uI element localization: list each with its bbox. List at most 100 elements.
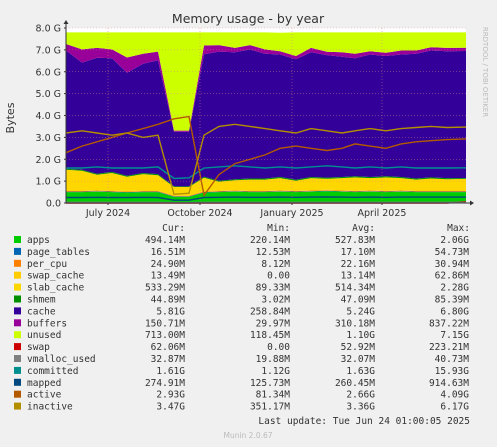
x-tick-label: July 2024: [85, 208, 130, 219]
legend-swatch: [14, 236, 21, 243]
y-tick-label: 3.0 G: [36, 133, 62, 144]
legend-swatch: [14, 319, 21, 326]
legend-max-value: 15.93G: [435, 366, 470, 377]
legend-min-value: 89.33M: [256, 283, 291, 294]
legend-cur-value: 13.49M: [151, 271, 186, 282]
legend-avg-value: 32.07M: [341, 354, 376, 365]
legend-avg-value: 52.92M: [341, 342, 376, 353]
legend-cur-value: 150.71M: [145, 318, 185, 329]
stacked-areas: [66, 32, 466, 203]
legend-avg-value: 260.45M: [335, 378, 375, 389]
legend-name: buffers: [27, 318, 67, 329]
legend-min-value: 12.53M: [256, 247, 291, 258]
y-tick-label: 0.0: [46, 199, 61, 210]
legend-swatch: [14, 248, 21, 255]
legend-cur-value: 274.91M: [145, 378, 185, 389]
legend-avg-value: 1.10G: [346, 330, 375, 341]
legend-cur-value: 62.06M: [151, 342, 186, 353]
legend-max-value: 40.73M: [435, 354, 470, 365]
last-update: Last update: Tue Jun 24 01:00:05 2025: [258, 416, 470, 427]
legend-avg-value: 47.09M: [341, 295, 376, 306]
legend-min-value: 81.34M: [256, 390, 291, 401]
legend-max-value: 2.28G: [440, 283, 469, 294]
y-tick-label: 8.0 G: [36, 24, 62, 35]
legend-cur-value: 713.00M: [145, 330, 185, 341]
legend-name: shmem: [27, 295, 56, 306]
legend-avg-value: 310.18M: [335, 318, 375, 329]
y-tick-label: 4.0 G: [36, 111, 62, 122]
legend-max-value: 2.06G: [440, 235, 469, 246]
legend-avg-value: 527.83M: [335, 235, 375, 246]
legend-min-value: 258.84M: [250, 306, 290, 317]
legend-name: swap_cache: [27, 271, 84, 282]
legend-cur-value: 533.29M: [145, 283, 185, 294]
legend-min-value: 220.14M: [250, 235, 290, 246]
y-tick-label: 5.0 G: [36, 89, 62, 100]
legend-swatch: [14, 367, 21, 374]
legend-swatch: [14, 355, 21, 362]
legend-swatch: [14, 379, 21, 386]
x-tick-label: April 2025: [358, 208, 407, 219]
legend-max-value: 914.63M: [429, 378, 469, 389]
legend-swatch: [14, 307, 21, 314]
legend-max-value: 54.73M: [435, 247, 470, 258]
legend-name: cache: [27, 306, 56, 317]
legend-max-value: 4.09G: [440, 390, 469, 401]
legend-swatch: [14, 272, 21, 279]
legend-min-value: 125.73M: [250, 378, 290, 389]
legend-cur-value: 44.89M: [151, 295, 186, 306]
y-tick-label: 2.0 G: [36, 155, 62, 166]
legend-min-value: 8.12M: [261, 259, 290, 270]
legend-avg-value: 514.34M: [335, 283, 375, 294]
legend-min-value: 3.02M: [261, 295, 290, 306]
legend-avg-value: 5.24G: [346, 306, 375, 317]
legend-max-value: 6.80G: [440, 306, 469, 317]
x-tick-label: January 2025: [259, 208, 323, 219]
rrdtool-watermark: RRDTOOL / TOBI OETIKER: [481, 27, 489, 117]
legend-swatch: [14, 403, 21, 410]
legend-max-value: 223.21M: [429, 342, 469, 353]
legend-name: active: [27, 390, 62, 401]
legend-min-value: 351.17M: [250, 402, 290, 413]
legend-avg-value: 1.63G: [346, 366, 375, 377]
legend-avg-value: 13.14M: [341, 271, 376, 282]
legend-name: slab_cache: [27, 283, 84, 294]
legend-cur-value: 16.51M: [151, 247, 186, 258]
legend-cur-value: 5.81G: [156, 306, 185, 317]
legend-header-avg: Avg:: [352, 223, 375, 234]
legend-avg-value: 2.66G: [346, 390, 375, 401]
legend-header-cur: Cur:: [162, 223, 185, 234]
legend-name: vmalloc_used: [27, 354, 96, 365]
legend-name: page_tables: [27, 247, 90, 258]
legend-max-value: 6.17G: [440, 402, 469, 413]
legend-max-value: 85.39M: [435, 295, 470, 306]
munin-version-footer: Munin 2.0.67: [223, 431, 272, 440]
legend-swatch: [14, 343, 21, 350]
legend-avg-value: 3.36G: [346, 402, 375, 413]
y-tick-label: 7.0 G: [36, 45, 62, 56]
legend-swatch: [14, 331, 21, 338]
legend-min-value: 29.97M: [256, 318, 291, 329]
legend-max-value: 837.22M: [429, 318, 469, 329]
legend-min-value: 0.00: [267, 342, 290, 353]
legend-swatch: [14, 284, 21, 291]
legend-cur-value: 1.61G: [156, 366, 185, 377]
legend-header-min: Min:: [267, 223, 290, 234]
legend-name: apps: [27, 235, 50, 246]
legend-max-value: 7.15G: [440, 330, 469, 341]
legend-min-value: 1.12G: [261, 366, 290, 377]
legend-name: committed: [27, 366, 78, 377]
legend-name: per_cpu: [27, 259, 67, 270]
legend-swatch: [14, 260, 21, 267]
legend-avg-value: 22.16M: [341, 259, 376, 270]
legend-min-value: 118.45M: [250, 330, 290, 341]
legend-name: unused: [27, 330, 61, 341]
chart-title: Memory usage - by year: [172, 11, 325, 26]
legend-min-value: 19.88M: [256, 354, 291, 365]
y-tick-label: 1.0 G: [36, 177, 62, 188]
legend-name: swap: [27, 342, 50, 353]
y-tick-label: 6.0 G: [36, 67, 62, 78]
legend-header-max: Max:: [447, 223, 470, 234]
